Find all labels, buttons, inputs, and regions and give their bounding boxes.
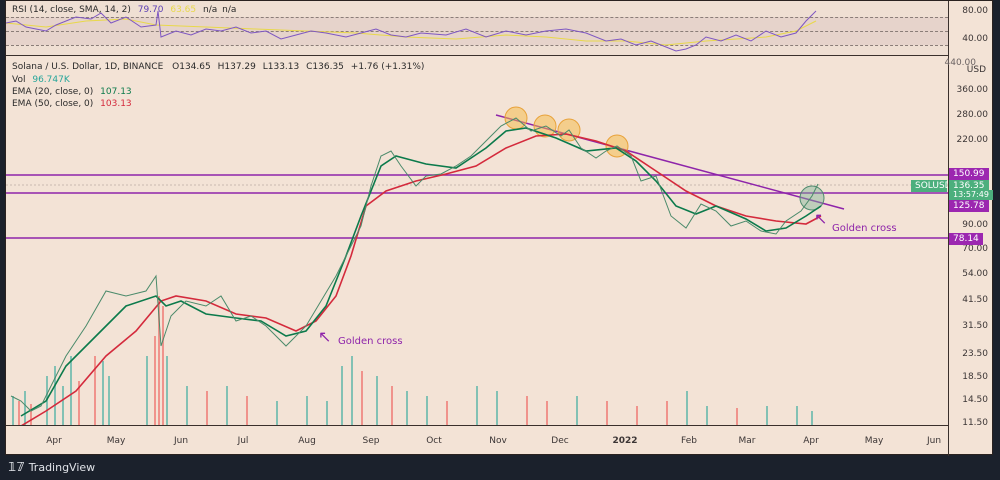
time-axis-label: Apr	[46, 436, 62, 446]
time-axis-label: Sep	[362, 436, 380, 446]
rsi-legend: RSI (14, close, SMA, 14, 2) 79.70 63.65 …	[12, 5, 236, 15]
ema20-line	[20, 127, 822, 417]
ema20-value: 107.13	[100, 87, 132, 97]
arrow-icon: ↖	[318, 327, 332, 346]
time-axis-label: Oct	[426, 436, 442, 446]
rsi-panel[interactable]: RSI (14, close, SMA, 14, 2) 79.70 63.65 …	[6, 1, 948, 56]
price-axis-label: 18.50	[962, 372, 988, 382]
time-axis-label: May	[106, 436, 126, 446]
ohlc-high: H137.29	[217, 62, 256, 72]
time-axis-label: Jun	[173, 436, 189, 446]
ema50-value: 103.13	[100, 99, 132, 109]
volume-legend: Vol 96.747K	[12, 75, 70, 85]
time-axis-label: Mar	[738, 436, 756, 446]
ema50-legend: EMA (50, close, 0) 103.13	[12, 99, 132, 109]
currency-label: USD	[964, 65, 988, 75]
rsi-axis-80: 80.00	[962, 6, 988, 16]
rsi-extra-2: n/a	[222, 5, 237, 15]
time-axis-label: Nov	[489, 436, 507, 446]
countdown-tag: 13:57:49	[949, 190, 993, 200]
price-chart	[6, 106, 948, 425]
rsi-line	[6, 10, 817, 52]
price-axis-label: 70.00	[962, 244, 988, 254]
rsi-sma-value: 63.65	[170, 5, 197, 15]
brand-name: TradingView	[28, 460, 96, 474]
tradingview-logo-icon: 𝟙𝟟	[8, 460, 25, 474]
price-axis-label: 90.00	[962, 220, 988, 230]
price-axis-label: 54.00	[962, 269, 988, 279]
price-axis-label: 280.00	[956, 110, 989, 120]
ohlc-open: O134.65	[172, 62, 211, 72]
time-axis-label: 2022	[612, 436, 638, 446]
rsi-title: RSI (14, close, SMA, 14, 2)	[12, 5, 131, 15]
ema20-legend: EMA (20, close, 0) 107.13	[12, 87, 132, 97]
price-axis-label: 11.50	[962, 418, 988, 428]
symbol-tag: SOLUSD	[911, 180, 952, 192]
price-axis-label: 23.50	[962, 349, 988, 359]
vol-value: 96.747K	[32, 75, 70, 85]
time-axis-label: Dec	[551, 436, 569, 446]
ema50-label: EMA (50, close, 0)	[12, 99, 94, 109]
symbol-legend: Solana / U.S. Dollar, 1D, BINANCE O134.6…	[12, 62, 424, 72]
time-axis-label: Apr	[803, 436, 819, 446]
price-change: +1.76 (+1.31%)	[350, 62, 425, 72]
time-axis-label: Jul	[237, 436, 249, 446]
symbol-title: Solana / U.S. Dollar, 1D, BINANCE	[12, 62, 164, 72]
vol-label: Vol	[12, 75, 26, 85]
resistance-upper-tag: 150.99	[949, 168, 989, 180]
price-axis-label: 31.50	[962, 321, 988, 331]
resistance-lower-tag: 125.78	[949, 200, 989, 212]
time-axis[interactable]: Apr May Jun Jul Aug Sep Oct Nov Dec 2022…	[6, 425, 948, 457]
price-axis-label: 360.00	[956, 85, 989, 95]
price-path	[10, 117, 819, 412]
rsi-level-30	[6, 45, 948, 46]
price-axis-label: 220.00	[956, 135, 989, 145]
last-price-tag: 136.35	[949, 180, 989, 192]
rsi-value: 79.70	[137, 5, 164, 15]
price-axis-label: 41.50	[962, 295, 988, 305]
ema20-label: EMA (20, close, 0)	[12, 87, 94, 97]
price-axis-label: 14.50	[962, 395, 988, 405]
golden-cross-label-1: Golden cross	[338, 336, 403, 347]
golden-cross-label-2: Golden cross	[832, 223, 897, 234]
arrow-icon: ↖	[814, 209, 828, 228]
time-axis-label: Aug	[298, 436, 316, 446]
rsi-level-70	[6, 17, 948, 18]
rsi-axis-40: 40.00	[962, 34, 988, 44]
rsi-level-50	[6, 31, 948, 32]
time-axis-label: Jun	[926, 436, 942, 446]
support-tag: 78.14	[949, 233, 983, 245]
ohlc-close: C136.35	[306, 62, 344, 72]
time-axis-label: May	[864, 436, 884, 446]
ohlc-low: L133.13	[262, 62, 300, 72]
price-pane[interactable]: Solana / U.S. Dollar, 1D, BINANCE O134.6…	[6, 56, 952, 425]
price-axis[interactable]: 80.00 40.00 440.00 USD 360.00 280.00 220…	[944, 1, 994, 456]
ema50-line	[21, 133, 822, 425]
time-axis-label: Feb	[681, 436, 697, 446]
chart-frame: RSI (14, close, SMA, 14, 2) 79.70 63.65 …	[5, 0, 994, 457]
tradingview-footer[interactable]: 𝟙𝟟 TradingView	[8, 460, 95, 474]
price-axis-top: 440.00	[944, 58, 977, 68]
rsi-extra-1: n/a	[203, 5, 218, 15]
volume-bars	[12, 296, 813, 425]
